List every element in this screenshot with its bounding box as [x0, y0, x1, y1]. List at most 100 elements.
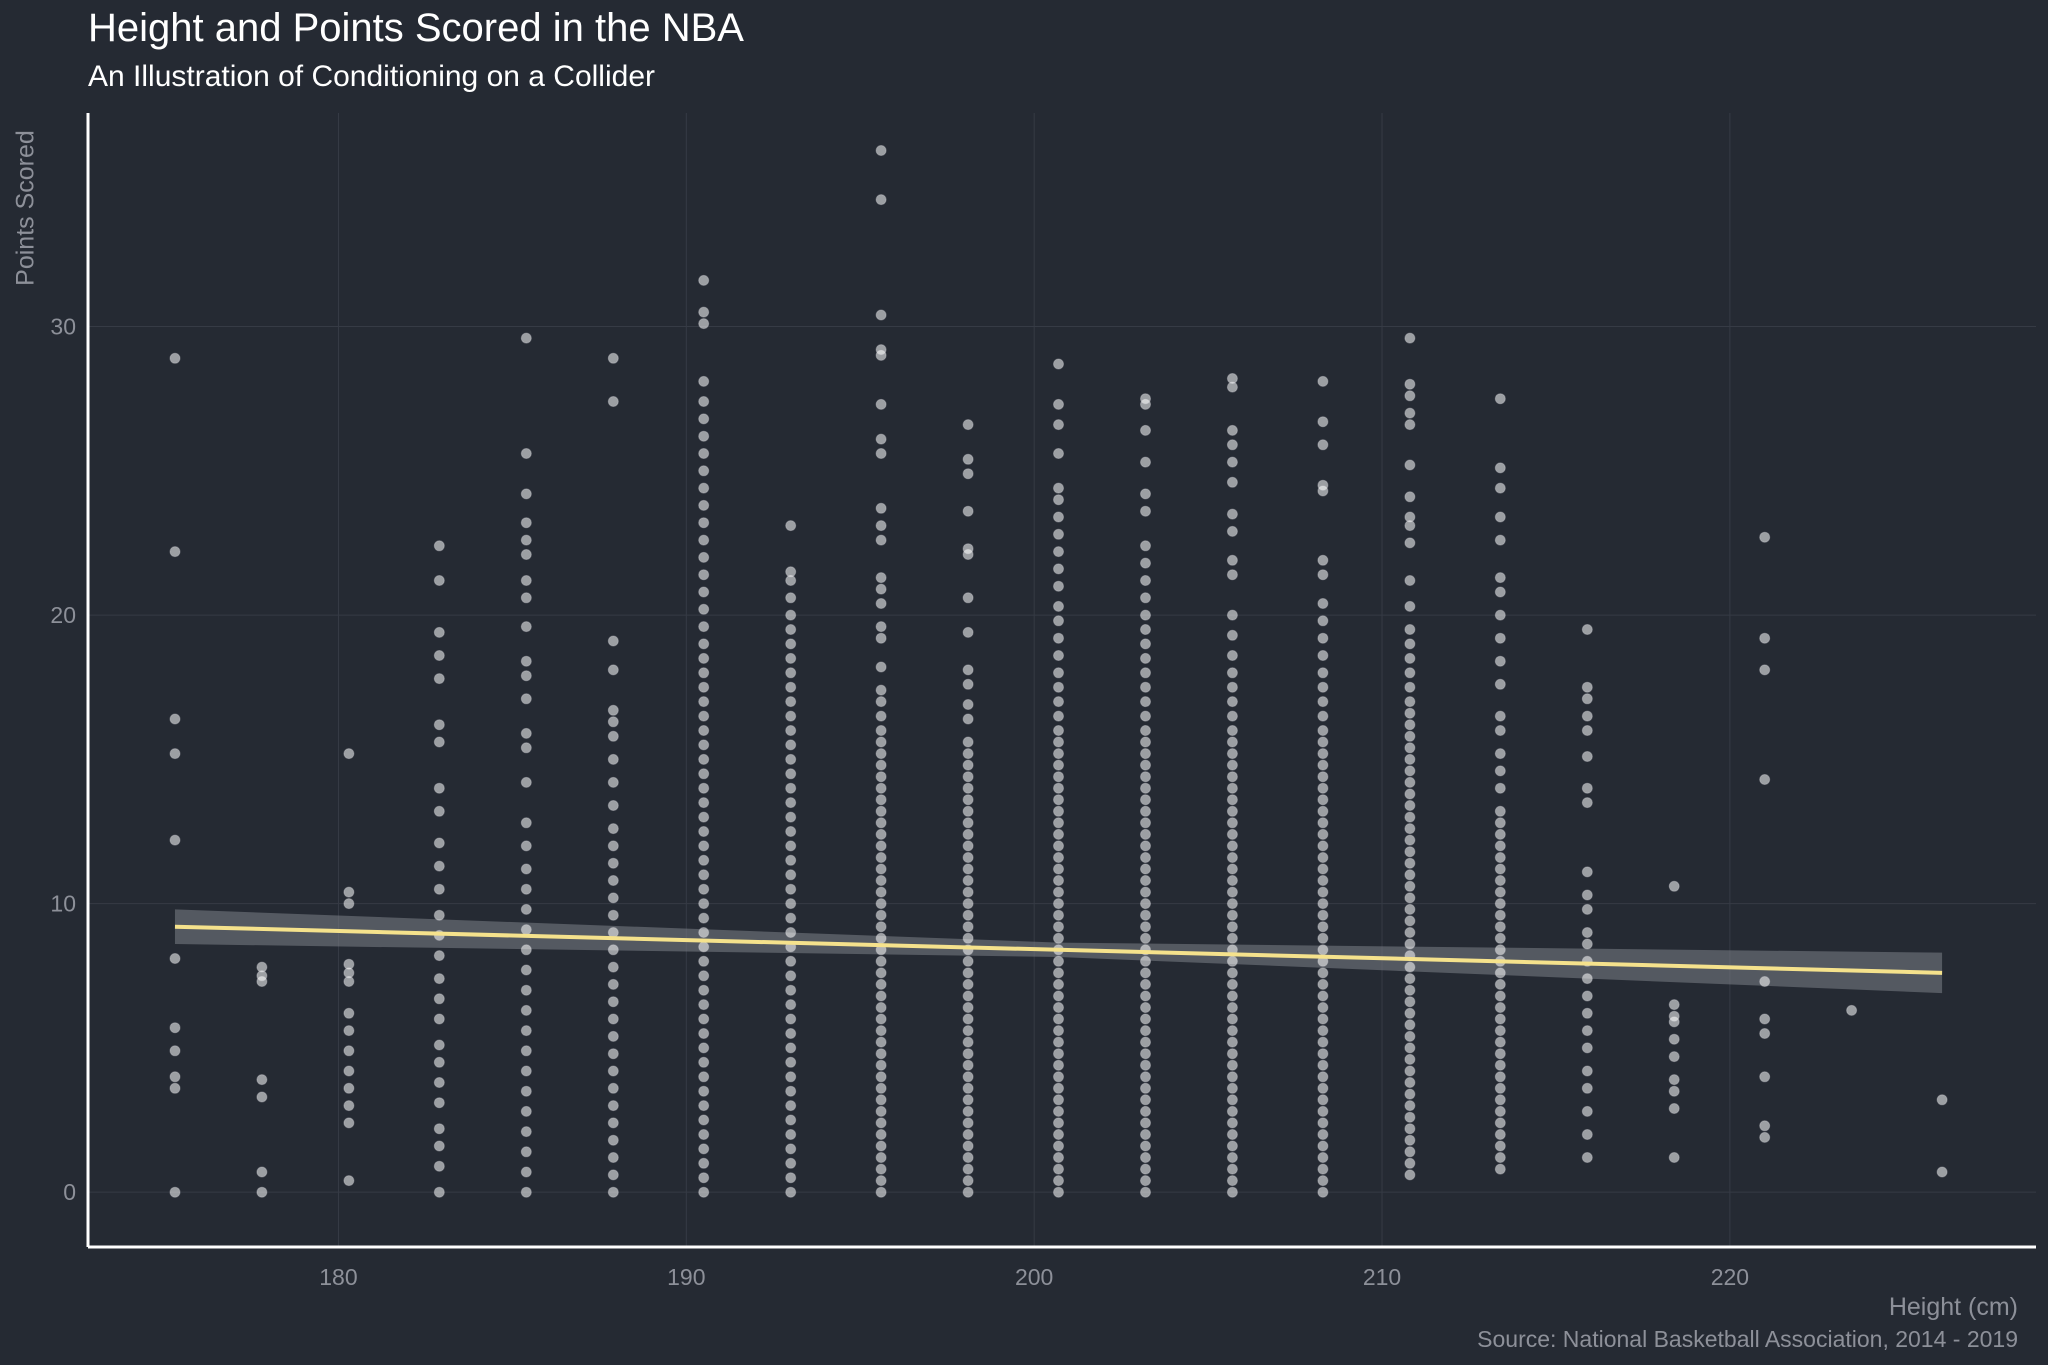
data-point: [433, 909, 445, 921]
data-point: [785, 1186, 797, 1198]
data-point: [1404, 707, 1416, 719]
data-point: [1053, 852, 1064, 863]
data-point: [1404, 696, 1416, 708]
data-point: [962, 782, 974, 794]
data-point: [520, 1105, 532, 1117]
data-point: [343, 1100, 355, 1112]
data-point: [1581, 725, 1593, 736]
data-point: [698, 696, 710, 708]
data-point: [1140, 1082, 1151, 1094]
data-point: [1494, 511, 1506, 523]
data-point: [520, 621, 532, 633]
data-point: [169, 546, 181, 558]
data-point: [1140, 1117, 1151, 1129]
data-point: [256, 1166, 268, 1178]
data-point: [1053, 886, 1064, 898]
tick-labels: 180 190 200 210 220 0 10 20 30: [50, 314, 1749, 1290]
data-point: [1053, 1036, 1064, 1048]
data-point: [1140, 1025, 1151, 1037]
data-point: [169, 953, 181, 964]
data-point: [1053, 955, 1064, 967]
data-point: [1317, 736, 1329, 748]
data-point: [698, 569, 710, 581]
data-point: [1317, 1094, 1329, 1106]
data-point: [1317, 1186, 1329, 1198]
data-point: [875, 967, 887, 979]
data-point: [1404, 1146, 1416, 1158]
x-tick-label: 220: [1711, 1264, 1749, 1290]
data-point: [1053, 921, 1064, 933]
data-point: [1494, 875, 1506, 886]
data-point: [962, 1082, 974, 1094]
data-point: [785, 520, 797, 532]
data-point: [1317, 863, 1329, 875]
data-point: [1226, 1186, 1238, 1198]
data-point: [1404, 869, 1416, 881]
data-point: [256, 1074, 268, 1086]
data-point: [785, 999, 797, 1011]
data-point: [698, 465, 710, 477]
data-point: [1494, 1071, 1506, 1083]
data-point: [433, 1039, 445, 1051]
data-point: [1140, 710, 1151, 722]
data-point: [785, 1157, 797, 1169]
data-point: [1581, 797, 1593, 809]
data-point: [1053, 494, 1064, 506]
data-point: [520, 1126, 532, 1138]
data-point: [962, 1094, 974, 1106]
data-point: [1581, 1152, 1593, 1163]
data-point: [962, 909, 974, 921]
data-point: [607, 1048, 619, 1060]
data-point: [1317, 978, 1329, 990]
data-point: [1226, 1105, 1238, 1117]
data-point: [1140, 1129, 1151, 1140]
data-point: [875, 696, 887, 708]
data-point: [1317, 909, 1329, 921]
data-point: [1053, 967, 1064, 979]
data-point: [785, 984, 797, 996]
data-point: [1404, 419, 1416, 431]
data-point: [1053, 419, 1064, 431]
data-point: [785, 1071, 797, 1083]
data-point: [1404, 938, 1416, 950]
data-point: [1404, 600, 1416, 612]
x-axis-label: Height (cm): [1888, 1293, 2018, 1321]
data-point: [433, 1077, 445, 1088]
data-point: [520, 984, 532, 996]
data-point: [1226, 1094, 1238, 1106]
data-point: [962, 921, 974, 933]
data-point: [343, 1175, 355, 1187]
data-point: [785, 638, 797, 650]
data-point: [520, 1065, 532, 1077]
data-point: [1226, 1013, 1238, 1025]
data-point: [785, 869, 797, 881]
data-point: [1140, 505, 1151, 517]
data-point: [1404, 1042, 1416, 1054]
data-point: [962, 852, 974, 863]
data-point: [875, 1048, 887, 1060]
data-point: [1053, 650, 1064, 661]
data-point: [962, 453, 974, 465]
data-point: [1494, 586, 1506, 598]
data-point: [520, 575, 532, 586]
data-point: [962, 713, 974, 725]
data-point: [1494, 886, 1506, 898]
data-point: [1581, 1042, 1593, 1054]
data-point: [1053, 511, 1064, 523]
data-point: [1317, 1013, 1329, 1025]
data-point: [256, 1186, 268, 1198]
data-point: [1581, 866, 1593, 878]
data-point: [698, 840, 710, 852]
data-point: [1494, 1082, 1506, 1094]
data-point: [1404, 961, 1416, 973]
data-point: [1494, 1059, 1506, 1071]
data-point: [1668, 880, 1680, 892]
data-point: [1140, 456, 1151, 468]
data-point: [1404, 390, 1416, 402]
data-point: [1668, 1152, 1680, 1163]
data-point: [1404, 638, 1416, 650]
data-point: [1053, 1129, 1064, 1140]
data-point: [1404, 788, 1416, 800]
data-point: [875, 344, 887, 356]
data-point: [1317, 479, 1329, 491]
